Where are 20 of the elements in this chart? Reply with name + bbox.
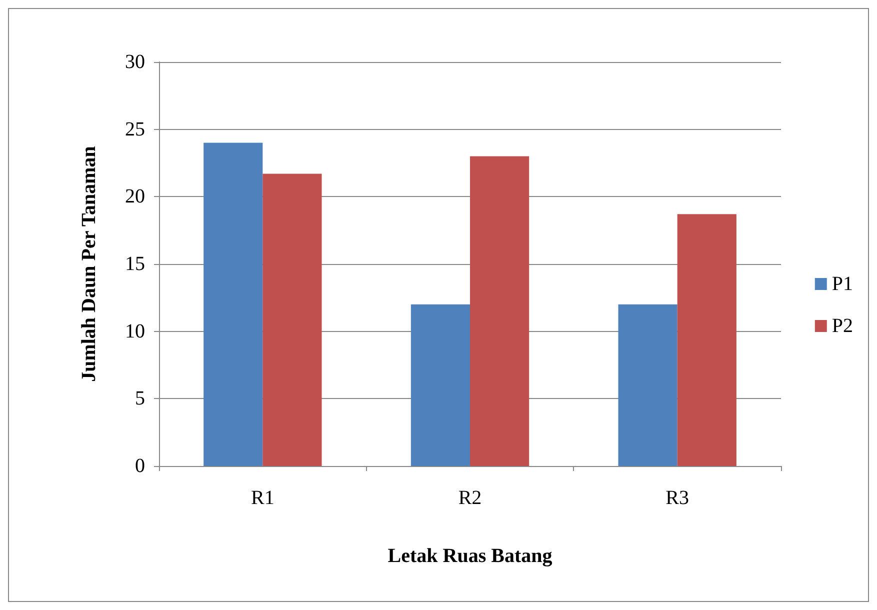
bar bbox=[618, 304, 678, 466]
y-tick-label: 20 bbox=[125, 186, 145, 208]
y-tick-label: 15 bbox=[125, 253, 145, 275]
x-tick-label: R3 bbox=[666, 487, 690, 509]
x-axis-title: Letak Ruas Batang bbox=[388, 545, 552, 567]
bar bbox=[470, 156, 530, 466]
x-tick-label: R2 bbox=[458, 487, 482, 509]
x-tick-label: R1 bbox=[250, 487, 274, 509]
y-tick-label: 5 bbox=[135, 388, 145, 410]
y-tick-label: 30 bbox=[125, 51, 145, 73]
y-tick-label: 25 bbox=[125, 118, 145, 140]
legend-label: P2 bbox=[832, 315, 853, 337]
bar bbox=[262, 174, 322, 466]
y-tick-label: 10 bbox=[125, 320, 145, 342]
bar bbox=[204, 142, 263, 466]
legend-label: P1 bbox=[832, 273, 853, 295]
bar bbox=[677, 214, 736, 466]
y-axis-title: Jumlah Daun Per Tanaman bbox=[78, 146, 100, 382]
bar bbox=[410, 304, 470, 466]
y-tick-label: 0 bbox=[135, 455, 145, 477]
